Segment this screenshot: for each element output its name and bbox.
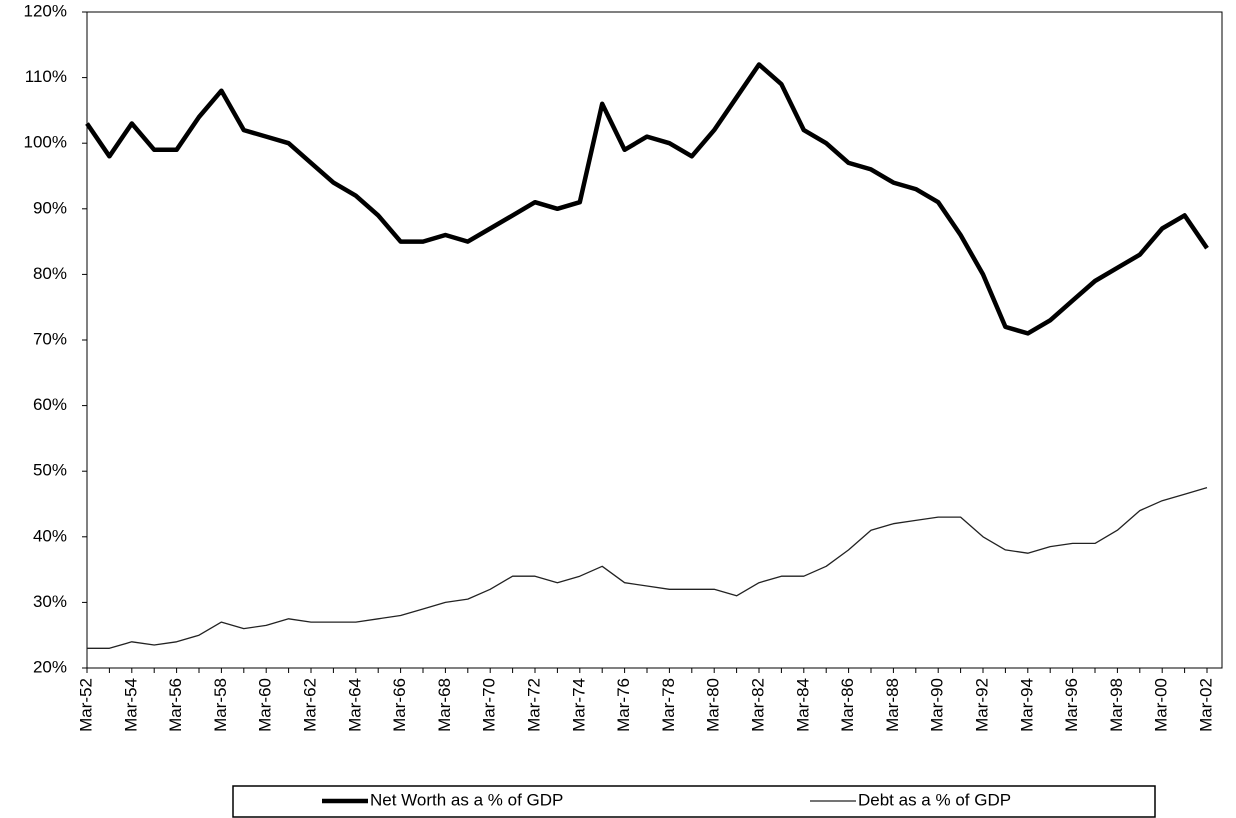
x-tick-label: Mar-00 [1152, 678, 1171, 732]
plot-area [86, 11, 1223, 669]
x-tick-label: Mar-76 [614, 678, 633, 732]
x-tick-label: Mar-58 [211, 678, 230, 732]
x-tick-label: Mar-72 [524, 678, 543, 732]
x-tick-label: Mar-64 [345, 678, 364, 732]
x-tick-label: Mar-74 [569, 678, 588, 732]
series-line [85, 62, 1209, 336]
x-tick-label: Mar-92 [972, 678, 991, 732]
y-tick-label: 30% [33, 592, 67, 611]
x-tick-label: Mar-52 [76, 678, 95, 732]
legend-label: Net Worth as a % of GDP [370, 790, 563, 809]
y-tick-label: 50% [33, 461, 67, 480]
y-tick-label: 90% [33, 198, 67, 217]
series-line [87, 486, 1208, 649]
legend-label: Debt as a % of GDP [858, 790, 1011, 809]
x-tick-label: Mar-80 [704, 678, 723, 732]
x-tick-label: Mar-98 [1107, 678, 1126, 732]
y-tick-label: 70% [33, 329, 67, 348]
x-tick-label: Mar-60 [256, 678, 275, 732]
x-tick-label: Mar-02 [1196, 678, 1215, 732]
y-tick-label: 80% [33, 264, 67, 283]
y-tick-label: 60% [33, 395, 67, 414]
x-tick-label: Mar-68 [435, 678, 454, 732]
x-tick-label: Mar-78 [659, 678, 678, 732]
y-tick-label: 20% [33, 657, 67, 676]
x-tick-label: Mar-96 [1062, 678, 1081, 732]
x-tick-label: Mar-54 [121, 678, 140, 732]
x-tick-label: Mar-84 [793, 678, 812, 732]
x-tick-label: Mar-56 [166, 678, 185, 732]
y-tick-label: 110% [25, 67, 67, 86]
x-tick-label: Mar-62 [300, 678, 319, 732]
x-tick-label: Mar-66 [390, 678, 409, 732]
y-tick-label: 40% [33, 526, 67, 545]
x-tick-label: Mar-70 [480, 678, 499, 732]
legend-box [232, 785, 1156, 818]
x-tick-label: Mar-94 [1017, 678, 1036, 732]
x-tick-label: Mar-90 [928, 678, 947, 732]
y-tick-label: 120% [24, 1, 67, 20]
y-tick-label: 100% [24, 133, 67, 152]
x-tick-label: Mar-88 [883, 678, 902, 732]
x-tick-label: Mar-82 [748, 678, 767, 732]
x-tick-label: Mar-86 [838, 678, 857, 732]
